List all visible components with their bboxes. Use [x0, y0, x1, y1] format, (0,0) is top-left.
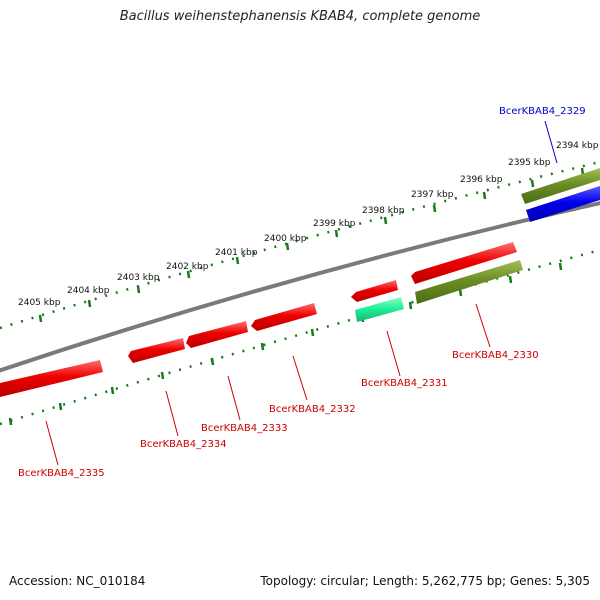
- accession-text: Accession: NC_010184: [9, 574, 146, 588]
- genome-backbone: [0, 201, 600, 373]
- gene-arrow-2330[interactable]: [411, 242, 517, 284]
- scale-label: 2399 kbp: [313, 219, 356, 229]
- gene-arrow-2331-aqua[interactable]: [355, 297, 404, 322]
- genome-title: Bacillus weihenstephanensis KBAB4, compl…: [119, 9, 481, 24]
- scale-label: 2404 kbp: [67, 286, 110, 296]
- scale-label: 2395 kbp: [508, 158, 551, 168]
- gene-label-2331[interactable]: BcerKBAB4_2331: [361, 378, 448, 389]
- scale-label: 2402 kbp: [166, 262, 209, 272]
- gene-arrow-2333[interactable]: [186, 321, 248, 348]
- gene-arrow-2334[interactable]: [128, 338, 185, 363]
- inner-scale-track: [0, 248, 600, 426]
- gene-label-2334[interactable]: BcerKBAB4_2334: [140, 439, 227, 450]
- gene-label-2329[interactable]: BcerKBAB4_2329: [499, 106, 586, 117]
- gene-arrow-2330-olive[interactable]: [415, 260, 523, 304]
- gene-arrow-2335[interactable]: [0, 360, 103, 397]
- scale-label: 2397 kbp: [411, 190, 454, 200]
- gene-label-2330[interactable]: BcerKBAB4_2330: [452, 350, 539, 361]
- gene-label-2335[interactable]: BcerKBAB4_2335: [18, 468, 105, 479]
- scale-label: 2405 kbp: [18, 298, 61, 308]
- leader-lines: [45, 120, 558, 466]
- scale-label: 2396 kbp: [460, 175, 503, 185]
- gene-arrow-2329[interactable]: [526, 186, 600, 222]
- scale-label: 2400 kbp: [264, 234, 307, 244]
- gene-arrow-2332[interactable]: [251, 303, 317, 331]
- gene-arrow-2331[interactable]: [351, 280, 398, 302]
- outer-scale-track: [0, 160, 600, 330]
- topology-text: Topology: circular; Length: 5,262,775 bp…: [260, 574, 590, 588]
- scale-label: 2394 kbp: [556, 141, 599, 151]
- scale-label: 2398 kbp: [362, 206, 405, 216]
- scale-label: 2403 kbp: [117, 273, 160, 283]
- gene-label-2333[interactable]: BcerKBAB4_2333: [201, 423, 288, 434]
- gene-arrow-2329-olive[interactable]: [521, 168, 600, 204]
- scale-label: 2401 kbp: [215, 248, 258, 258]
- gene-label-2332[interactable]: BcerKBAB4_2332: [269, 404, 356, 415]
